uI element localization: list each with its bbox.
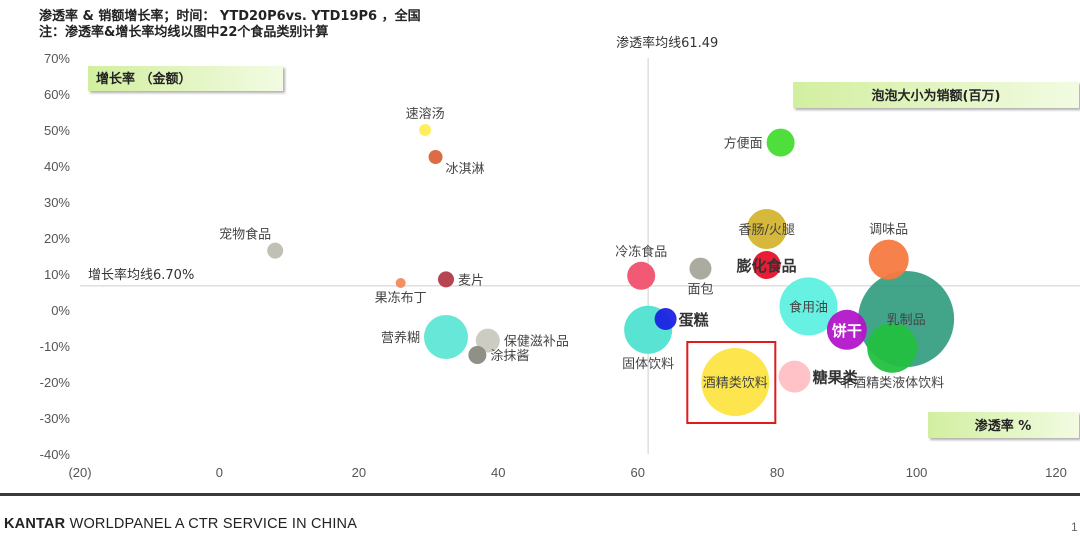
bubble-label-速溶汤: 速溶汤 xyxy=(406,107,445,122)
bubble-label-调味品: 调味品 xyxy=(869,223,908,238)
bubble-label-乳制品: 乳制品 xyxy=(887,313,926,328)
y-tick-label: 70% xyxy=(44,51,70,66)
x-tick-label: 20 xyxy=(352,465,366,480)
bubble-label-面包: 面包 xyxy=(687,283,713,298)
bubble-label-方便面: 方便面 xyxy=(724,136,763,152)
bubble-label-蛋糕: 蛋糕 xyxy=(679,311,709,329)
y-tick-label: 20% xyxy=(44,231,70,246)
bubble-label-涂抹酱: 涂抹酱 xyxy=(490,348,529,364)
x-tick-label: 0 xyxy=(216,465,223,480)
bubble-冰淇淋 xyxy=(428,150,443,164)
bubble-label-固体饮料: 固体饮料 xyxy=(622,357,674,372)
penetration-mean-label: 渗透率均线61.49 xyxy=(616,35,718,51)
bubble-label-冷冻食品: 冷冻食品 xyxy=(615,244,667,260)
x-tick-label: 120 xyxy=(1045,465,1067,480)
bubble-label-香肠/火腿: 香肠/火腿 xyxy=(738,223,794,238)
bubble-label-麦片: 麦片 xyxy=(458,273,484,288)
x-tick-label: 80 xyxy=(770,465,784,480)
footer-divider xyxy=(0,493,1080,496)
y-axis-tag: 增长率 （金额） xyxy=(88,66,283,91)
bubble-食用油 xyxy=(779,277,838,336)
highlight-box xyxy=(686,341,777,424)
bubble-非酒精类液体饮料 xyxy=(867,322,918,373)
size-legend-label: 泡泡大小为销额(百万) xyxy=(872,88,1001,104)
bubble-涂抹酱 xyxy=(468,346,487,364)
bubble-label-营养糊: 营养糊 xyxy=(381,330,420,346)
bubble-label-酒精类饮料: 酒精类饮料 xyxy=(703,376,768,391)
growth-mean-label: 增长率均线6.70% xyxy=(88,267,194,283)
y-tick-label: -10% xyxy=(40,339,71,354)
bubble-膨化食品 xyxy=(752,251,781,279)
bubble-宠物食品 xyxy=(267,242,284,259)
bubble-label-饼干: 饼干 xyxy=(832,322,862,340)
y-tick-label: 40% xyxy=(44,159,70,174)
size-legend-tag: 泡泡大小为销额(百万) xyxy=(793,82,1079,108)
bubble-保健滋补品 xyxy=(475,328,500,353)
chart-note: 注：渗透率&增长率均线以图中22个食品类别计算 xyxy=(39,25,329,40)
page-number: 1 xyxy=(1071,520,1078,534)
footer-brand: KANTAR WORLDPANEL A CTR SERVICE IN CHINA xyxy=(4,516,357,532)
bubble-速溶汤 xyxy=(419,124,432,136)
chart-title-block: 渗透率 & 销额增长率；时间： YTD20P6vs. YTD19P6 ，全国 注… xyxy=(39,9,421,41)
bubble-麦片 xyxy=(438,271,454,288)
bubble-方便面 xyxy=(766,128,795,157)
x-axis-tag: 渗透率 % xyxy=(928,412,1079,438)
bubble-label-果冻布丁: 果冻布丁 xyxy=(375,290,427,306)
brand-tagline: WORLDPANEL A CTR SERVICE IN CHINA xyxy=(65,516,358,532)
y-tick-label: 60% xyxy=(44,87,70,102)
x-tick-label: 60 xyxy=(630,465,644,480)
bubble-chart: -40% -30% -20% -10% 0% 10% 20% 30% 40% 50% 60% 70% (… xyxy=(40,35,1080,480)
y-tick-label: 30% xyxy=(44,195,70,210)
bubble-label-糖果类: 糖果类 xyxy=(813,369,859,387)
y-tick-label: -20% xyxy=(40,375,71,390)
y-tick-label: 50% xyxy=(44,123,70,138)
bubble-饼干 xyxy=(826,309,867,350)
bubble-蛋糕 xyxy=(654,308,677,330)
x-tick-label: 40 xyxy=(491,465,505,480)
bubble-label-冰淇淋: 冰淇淋 xyxy=(446,162,485,177)
bubble-调味品 xyxy=(868,239,909,280)
bubble-label-非酒精类液体饮料: 非酒精类液体饮料 xyxy=(840,376,944,391)
x-tick-label: 100 xyxy=(906,465,928,480)
y-tick-label: 10% xyxy=(44,267,70,282)
bubble-label-保健滋补品: 保健滋补品 xyxy=(504,335,569,350)
y-axis-label: 增长率 （金额） xyxy=(96,71,192,87)
x-tick-label: (20) xyxy=(68,465,91,480)
bubble-果冻布丁 xyxy=(395,278,406,288)
bubble-label-宠物食品: 宠物食品 xyxy=(219,227,271,243)
chart-title: 渗透率 & 销额增长率；时间： YTD20P6vs. YTD19P6 ，全国 xyxy=(39,9,421,24)
y-tick-label: 0% xyxy=(51,303,70,318)
bubble-冷冻食品 xyxy=(627,261,656,290)
bubble-label-膨化食品: 膨化食品 xyxy=(737,257,797,275)
y-tick-label: -40% xyxy=(40,447,71,462)
x-axis-label: 渗透率 % xyxy=(975,418,1032,434)
bubble-香肠/火腿 xyxy=(746,209,787,249)
bubble-label-食用油: 食用油 xyxy=(789,299,828,315)
bubble-糖果类 xyxy=(778,360,811,393)
bubble-酒精类饮料 xyxy=(701,348,770,416)
y-tick-label: -30% xyxy=(40,411,71,426)
bubble-营养糊 xyxy=(424,315,468,359)
brand-kantar: KANTAR xyxy=(4,516,66,532)
bubble-面包 xyxy=(689,257,712,280)
